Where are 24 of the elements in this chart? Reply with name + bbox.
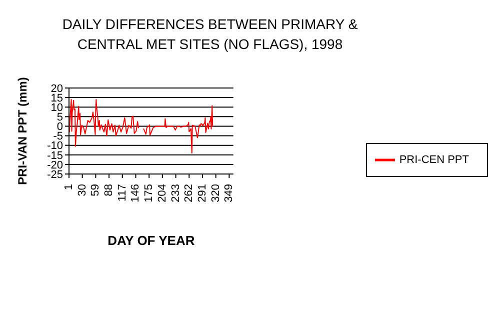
x-axis-title: DAY OF YEAR	[108, 233, 196, 248]
y-axis-title: PRI-VAN PPT (mm)	[15, 77, 30, 185]
x-tick-label: 291	[196, 184, 208, 202]
y-tick-label: -25	[47, 168, 63, 181]
x-tick-label: 204	[156, 184, 168, 202]
x-tick-label: 175	[143, 184, 156, 202]
x-tick-label: 88	[103, 184, 116, 196]
x-tick-label: 320	[210, 184, 222, 202]
y-tick-label: -15	[47, 150, 63, 162]
y-tick-label: -20	[47, 159, 63, 172]
x-tick-label: 233	[170, 184, 182, 202]
chart-title: DAILY DIFFERENCES BETWEEN PRIMARY & CENTRAL MET SITES (NO FLAGS), 1998	[61, 15, 359, 54]
y-tick-label: 20	[50, 82, 63, 95]
legend-label: PRI-CEN PPT	[399, 154, 469, 166]
y-tick-label: 5	[56, 112, 63, 124]
x-tick-label: 59	[90, 184, 102, 196]
y-tick-label: -10	[47, 140, 63, 152]
y-tick-label: 15	[50, 92, 63, 104]
x-tick-label: 262	[183, 184, 196, 202]
x-tick-label: 146	[130, 184, 142, 202]
x-tick-label: 117	[116, 184, 128, 202]
x-tick-label: 349	[223, 184, 236, 202]
x-tick-label: 1	[63, 184, 75, 190]
x-tick-label: 30	[76, 184, 88, 196]
